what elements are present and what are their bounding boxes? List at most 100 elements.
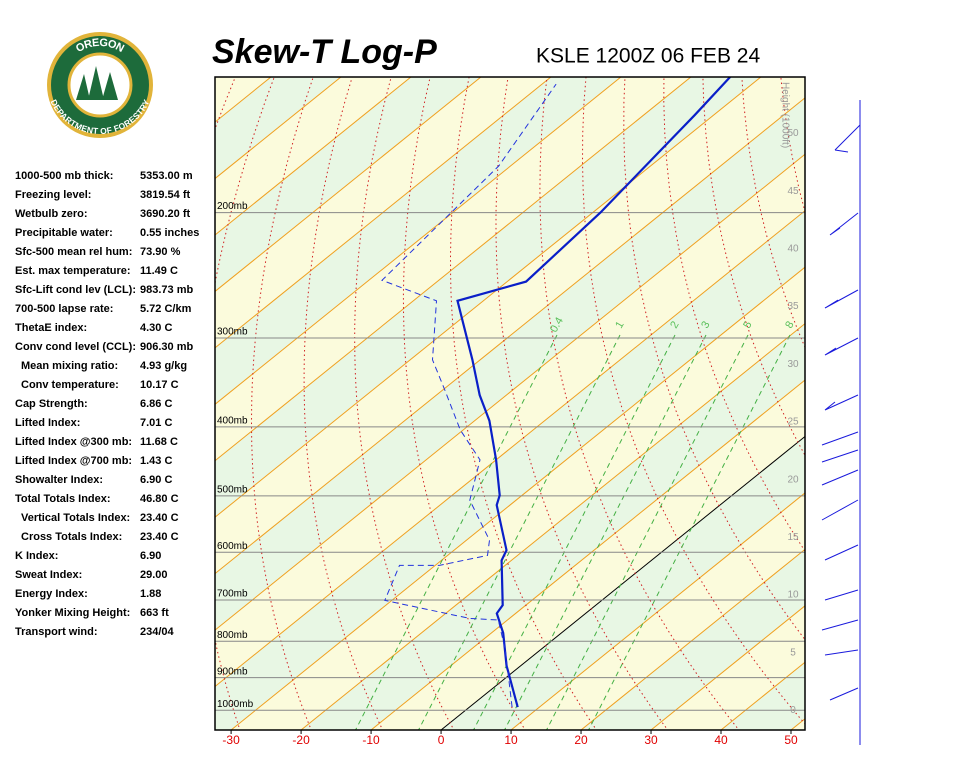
mixing-ratio-line — [504, 334, 707, 730]
dry-adiabat — [857, 67, 960, 731]
y2-tick-label: 45 — [787, 186, 799, 197]
index-value: 983.73 mb — [140, 284, 193, 296]
isotherm — [510, 492, 805, 730]
y2-tick-label: 20 — [787, 474, 799, 485]
isotherm — [650, 605, 805, 730]
y2-label: Height (1000ft) — [779, 82, 790, 148]
index-value: 23.40 C — [140, 512, 179, 524]
isotherm — [215, 77, 482, 293]
index-label: ThetaE index: — [15, 322, 87, 334]
mixing-ratio-line — [355, 334, 558, 730]
dry-adiabat — [303, 77, 384, 730]
index-value: 6.90 — [140, 550, 161, 562]
dry-adiabat — [402, 77, 526, 730]
index-value: 6.90 C — [140, 474, 172, 486]
y2-tick-label: 35 — [787, 301, 799, 312]
index-value: 11.68 C — [140, 436, 178, 448]
plot-frame — [214, 76, 806, 731]
isotherm — [215, 77, 552, 349]
temp-band — [791, 718, 805, 730]
index-label: Mean mixing ratio: — [21, 360, 118, 372]
index-value: 11.49 C — [140, 265, 178, 277]
index-label: Lifted Index @300 mb: — [15, 436, 132, 448]
index-value: 1.43 C — [140, 455, 172, 467]
dewpoint-line — [381, 83, 557, 708]
barb — [824, 289, 859, 309]
index-value: 46.80 C — [140, 493, 179, 505]
x-tick-label: -20 — [292, 733, 310, 747]
temp-band — [215, 77, 805, 574]
index-label: 1000-500 mb thick: — [15, 170, 113, 182]
barb — [824, 337, 859, 356]
temp-band — [215, 97, 805, 631]
index-value: 29.00 — [140, 569, 168, 581]
isotherm — [215, 77, 622, 405]
index-label: Conv cond level (CCL): — [15, 341, 136, 353]
logo-trees — [76, 66, 118, 100]
index-value: 4.30 C — [140, 322, 172, 334]
index-label: Sfc-500 mean rel hum: — [15, 246, 132, 258]
index-value: 906.30 mb — [140, 341, 193, 353]
dry-adiabat — [819, 67, 960, 731]
barb — [824, 394, 859, 411]
y-tick-label: 1000mb — [217, 699, 254, 710]
isotherm — [230, 266, 805, 730]
x-tick-label: 0 — [438, 733, 445, 747]
index-value: 5353.00 m — [140, 170, 193, 182]
x-tick-label: 10 — [504, 733, 518, 747]
index-value: 1.88 — [140, 588, 161, 600]
y2-tick-label: 30 — [787, 359, 799, 370]
y-tick-label: 200mb — [217, 201, 248, 212]
barb — [829, 212, 859, 236]
isotherm — [215, 97, 805, 575]
index-label: Wetbulb zero: — [15, 208, 88, 220]
index-value: 3819.54 ft — [140, 189, 190, 201]
index-label: K Index: — [15, 550, 58, 562]
title: Skew-T Log-P — [212, 33, 437, 71]
y-tick-label: 500mb — [217, 485, 248, 496]
index-value: 3690.20 ft — [140, 208, 190, 220]
index-label: Cross Totals Index: — [21, 531, 122, 543]
index-value: 663 ft — [140, 607, 169, 619]
isotherm — [790, 718, 805, 730]
dry-adiabat — [780, 77, 805, 214]
index-value: 7.01 C — [140, 417, 172, 429]
temperature-line — [456, 77, 731, 708]
index-value: 0.55 inches — [140, 227, 199, 239]
y2-tick-label: 5 — [790, 647, 796, 658]
y2-tick-label: 0 — [790, 705, 796, 716]
isotherm — [215, 77, 692, 462]
dry-adiabat — [354, 77, 455, 730]
barb — [834, 124, 861, 153]
index-value: 73.90 % — [140, 246, 181, 258]
index-label: Conv temperature: — [21, 379, 119, 391]
index-value: 4.93 g/kg — [140, 360, 187, 372]
mixing-ratio-label: 8 — [783, 319, 796, 330]
y-tick-label: 800mb — [217, 630, 248, 641]
x-tick-label: 40 — [714, 733, 728, 747]
indices-table: 1000-500 mb thick: 5353.00 m Freezing leve… — [15, 170, 199, 638]
dry-adiabat — [896, 67, 960, 731]
index-label: Total Totals Index: — [15, 493, 111, 505]
temp-band — [861, 77, 960, 730]
index-label: Freezing level: — [15, 189, 91, 201]
mixing-ratio-label: 5 — [741, 319, 754, 330]
index-label: Cap Strength: — [15, 398, 88, 410]
mixing-ratio-label: 3 — [699, 319, 712, 330]
mixing-ratio-label: 1 — [613, 319, 626, 330]
index-value: 6.86 C — [140, 398, 172, 410]
mixing-ratio-label: 2 — [668, 319, 681, 330]
index-label: Yonker Mixing Height: — [15, 607, 130, 619]
dry-adiabat — [495, 77, 669, 730]
y2-tick-label: 10 — [787, 590, 799, 601]
x-tick-label: -10 — [362, 733, 380, 747]
wind-barbs — [821, 100, 861, 745]
y-tick-label: 900mb — [217, 666, 248, 677]
y2-tick-label: 50 — [787, 128, 799, 139]
index-value: 234/04 — [140, 626, 175, 638]
isotherm — [215, 153, 805, 631]
logo-top: OREGON — [74, 37, 126, 55]
index-label: Sfc-Lift cond lev (LCL): — [15, 284, 136, 296]
dry-adiabat — [934, 67, 960, 731]
